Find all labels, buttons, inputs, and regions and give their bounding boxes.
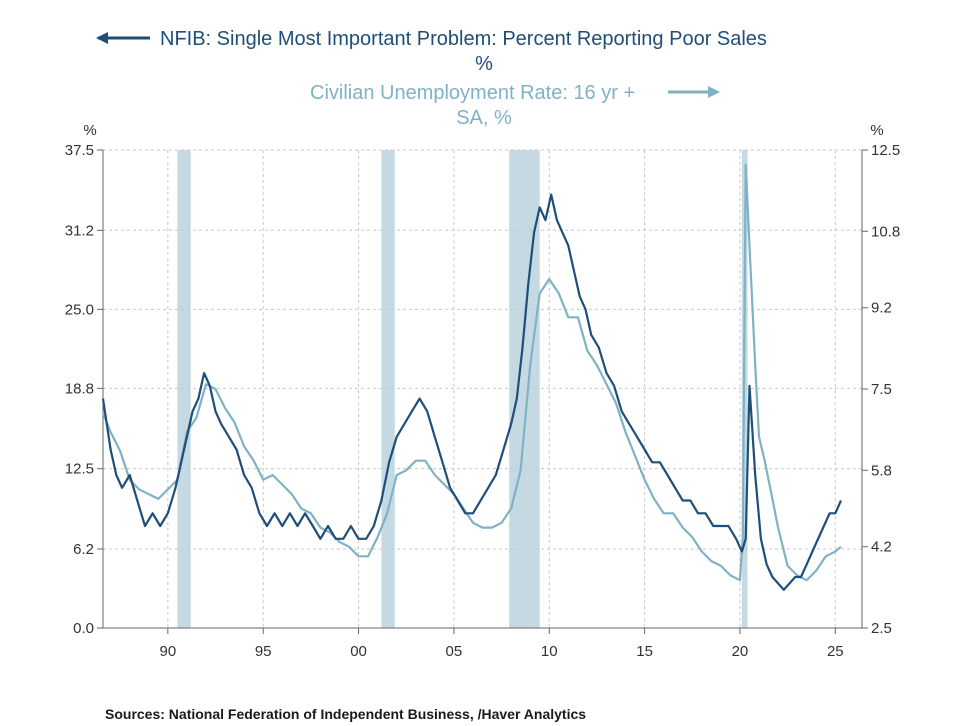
source-note: Sources: National Federation of Independ… [105,706,586,722]
x-tick-label-6: 20 [732,643,749,660]
right-tick-label-1: 4.2 [871,539,892,556]
unemployment-rate-line [101,163,842,582]
legend-left: NFIB: Single Most Important Problem: Per… [96,28,767,75]
legend-right: Civilian Unemployment Rate: 16 yr + SA, … [310,82,720,129]
nfib-poor-sales-line [101,193,843,591]
x-tick-label-7: 25 [827,643,844,660]
recession-band-1 [381,150,395,628]
x-axis-ticks: 90 95 00 05 10 15 20 25 [159,628,844,660]
recession-band-2 [509,150,540,628]
x-tick-label-5: 15 [636,643,653,660]
right-axis-unit: % [870,122,883,139]
left-tick-label-0: 0.0 [73,620,94,637]
title-left: NFIB: Single Most Important Problem: Per… [160,28,767,50]
left-axis-ticks: 0.0 6.2 12.5 18.8 25.0 31.2 37.5 [65,142,103,637]
x-tick-label-0: 90 [159,643,176,660]
title-right-unit: SA, % [456,107,512,129]
x-tick-label-1: 95 [255,643,272,660]
recession-band-0 [177,150,191,628]
left-axis-unit: % [83,122,96,139]
x-tick-label-3: 05 [446,643,463,660]
x-tick-label-4: 10 [541,643,558,660]
left-tick-label-2: 12.5 [65,461,94,478]
right-axis-ticks: 2.5 4.2 5.8 7.5 9.2 10.8 12.5 [862,142,900,637]
left-tick-label-3: 18.8 [65,380,94,397]
left-tick-label-6: 37.5 [65,142,94,159]
title-right: Civilian Unemployment Rate: 16 yr + [310,82,635,104]
left-tick-label-4: 25.0 [65,301,94,318]
right-tick-label-2: 5.8 [871,462,892,479]
right-tick-label-5: 10.8 [871,223,900,240]
title-left-unit: % [475,53,493,75]
left-tick-label-1: 6.2 [73,541,94,558]
right-tick-label-6: 12.5 [871,142,900,159]
x-tick-label-2: 00 [350,643,367,660]
right-tick-label-4: 9.2 [871,300,892,317]
right-tick-label-0: 2.5 [871,620,892,637]
right-tick-label-3: 7.5 [871,381,892,398]
left-tick-label-5: 31.2 [65,222,94,239]
recession-bands [177,150,748,628]
legend-left-arrow-icon [96,32,108,44]
legend-right-arrow-icon [708,86,720,98]
series-lines [101,163,843,591]
